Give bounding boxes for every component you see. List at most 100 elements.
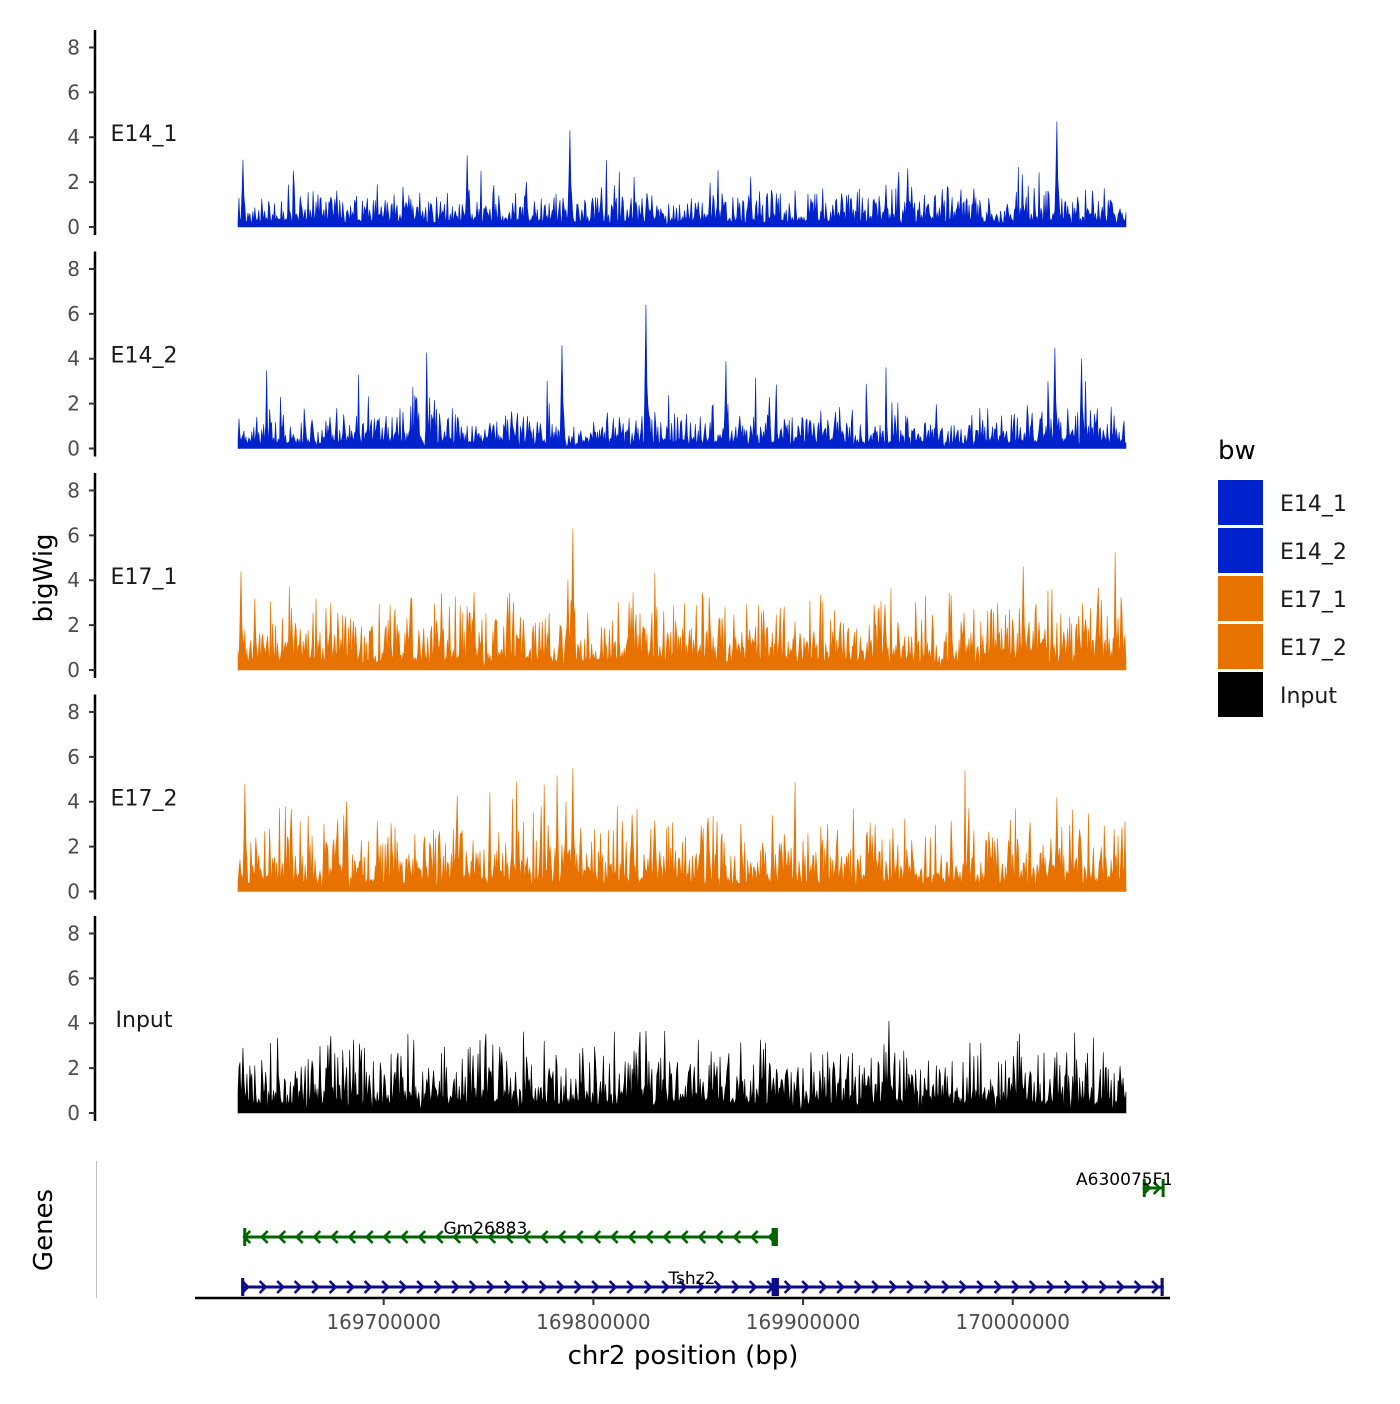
coverage-tracks: 0 2 4 6 8 E14_1 0 2 4 6 8 E14_2 0 2 4 6 8 E17_1 0 2 4 6 8 E17_2… bbox=[67, 30, 1127, 1125]
strand-arrow bbox=[976, 1280, 985, 1294]
strand-arrow bbox=[416, 1280, 425, 1294]
exon-block bbox=[1160, 1278, 1164, 1296]
strand-arrow bbox=[557, 1230, 567, 1244]
exon-block bbox=[771, 1278, 779, 1296]
exon-block bbox=[1161, 1179, 1165, 1197]
legend-label-Input: Input bbox=[1280, 684, 1337, 709]
strand-arrow bbox=[714, 1230, 724, 1244]
coverage-area-E17_1 bbox=[237, 528, 1127, 671]
strand-arrow bbox=[696, 1280, 705, 1294]
strand-arrow bbox=[1011, 1280, 1020, 1294]
legend-swatch-E14_2 bbox=[1218, 528, 1263, 573]
strand-arrow bbox=[398, 1280, 408, 1294]
strand-arrow bbox=[713, 1280, 723, 1294]
y-tick-label: 2 bbox=[67, 1056, 80, 1080]
strand-arrow bbox=[433, 1280, 443, 1294]
legend-label-E17_1: E17_1 bbox=[1280, 588, 1347, 613]
y-tick-label: 0 bbox=[67, 437, 80, 461]
y-tick-label: 4 bbox=[67, 568, 80, 592]
strand-arrow bbox=[1063, 1280, 1073, 1294]
strand-arrow bbox=[732, 1230, 742, 1244]
strand-arrow bbox=[363, 1280, 373, 1294]
strand-arrow bbox=[276, 1280, 285, 1294]
strand-arrow bbox=[679, 1230, 689, 1244]
strand-arrow bbox=[591, 1280, 600, 1294]
track-E17_1: 0 2 4 6 8 E17_1 bbox=[67, 473, 1127, 682]
strand-arrow bbox=[293, 1280, 303, 1294]
strand-arrow bbox=[486, 1280, 495, 1294]
strand-arrow bbox=[364, 1230, 374, 1244]
strand-arrow bbox=[627, 1230, 637, 1244]
y-tick-label: 4 bbox=[67, 347, 80, 371]
y-tick-label: 0 bbox=[67, 880, 80, 904]
exon-block bbox=[771, 1228, 778, 1246]
strand-arrow bbox=[1133, 1280, 1143, 1294]
legend-swatch-E17_1 bbox=[1218, 576, 1263, 621]
strand-arrow bbox=[259, 1230, 269, 1244]
strand-arrow bbox=[521, 1280, 530, 1294]
strand-arrow bbox=[609, 1230, 619, 1244]
legend-swatch-E14_1 bbox=[1218, 480, 1263, 525]
strand-arrow bbox=[993, 1280, 1003, 1294]
coverage-area-Input bbox=[237, 1020, 1127, 1114]
x-tick-label: 169700000 bbox=[326, 1310, 441, 1334]
gene-Gm26883: Gm26883 bbox=[242, 1219, 778, 1246]
gene-Tshz2: Tshz2 bbox=[241, 1269, 1164, 1296]
strand-arrow bbox=[382, 1230, 392, 1244]
strand-arrow bbox=[748, 1280, 758, 1294]
strand-arrow bbox=[312, 1230, 322, 1244]
strand-arrow bbox=[452, 1230, 462, 1244]
x-axis: 169700000 169800000 169900000 170000000 bbox=[195, 1296, 1170, 1334]
strand-arrow bbox=[1151, 1280, 1160, 1294]
y-tick-label: 2 bbox=[67, 170, 80, 194]
track-E17_2: 0 2 4 6 8 E17_2 bbox=[67, 694, 1127, 904]
track-label-E14_1: E14_1 bbox=[111, 122, 178, 147]
x-tick-label: 169900000 bbox=[746, 1310, 861, 1334]
strand-arrow bbox=[399, 1230, 409, 1244]
strand-arrow bbox=[836, 1280, 845, 1294]
strand-arrow bbox=[958, 1280, 968, 1294]
y-tick-label: 8 bbox=[67, 700, 80, 724]
strand-arrow bbox=[1116, 1280, 1125, 1294]
strand-arrow bbox=[608, 1280, 618, 1294]
strand-arrow bbox=[522, 1230, 532, 1244]
legend-swatch-Input bbox=[1218, 672, 1263, 717]
y-tick-label: 0 bbox=[67, 658, 80, 682]
track-label-E14_2: E14_2 bbox=[111, 344, 178, 369]
strand-arrow bbox=[329, 1230, 339, 1244]
strand-arrow bbox=[381, 1280, 390, 1294]
gene-label-Gm26883: Gm26883 bbox=[443, 1219, 527, 1239]
gene-label-A630075F10Rik: A630075F10Rik bbox=[1076, 1170, 1210, 1190]
genes-axis-title: Genes bbox=[29, 1189, 59, 1271]
strand-arrow bbox=[888, 1280, 898, 1294]
y-tick-label: 6 bbox=[67, 745, 80, 769]
strand-arrow bbox=[906, 1280, 915, 1294]
strand-arrow bbox=[451, 1280, 460, 1294]
y-tick-label: 8 bbox=[67, 478, 80, 502]
strand-arrow bbox=[347, 1230, 357, 1244]
strand-arrow bbox=[818, 1280, 828, 1294]
strand-arrow bbox=[1081, 1280, 1090, 1294]
strand-arrow bbox=[469, 1230, 479, 1244]
strand-arrow bbox=[487, 1230, 497, 1244]
legend-label-E14_2: E14_2 bbox=[1280, 540, 1347, 565]
track-E14_2: 0 2 4 6 8 E14_2 bbox=[67, 251, 1127, 461]
strand-arrow bbox=[1152, 1181, 1162, 1195]
gene-A630075F10Rik: A630075F10Rik bbox=[1076, 1170, 1210, 1197]
strand-arrow bbox=[556, 1280, 565, 1294]
strand-arrow bbox=[294, 1230, 304, 1244]
strand-arrow bbox=[662, 1230, 672, 1244]
strand-arrow bbox=[574, 1230, 584, 1244]
coverage-area-E17_2 bbox=[237, 768, 1127, 892]
y-tick-label: 4 bbox=[67, 1011, 80, 1035]
legend: E14_1 E14_2 E17_1 E17_2 Input bbox=[1218, 480, 1347, 717]
coverage-area-E14_1 bbox=[237, 121, 1127, 228]
y-tick-label: 2 bbox=[67, 613, 80, 637]
strand-arrow bbox=[678, 1280, 688, 1294]
x-tick-label: 169800000 bbox=[536, 1310, 651, 1334]
strand-arrow bbox=[504, 1230, 514, 1244]
y-tick-label: 2 bbox=[67, 392, 80, 416]
strand-arrow bbox=[643, 1280, 653, 1294]
strand-arrow bbox=[1028, 1280, 1038, 1294]
